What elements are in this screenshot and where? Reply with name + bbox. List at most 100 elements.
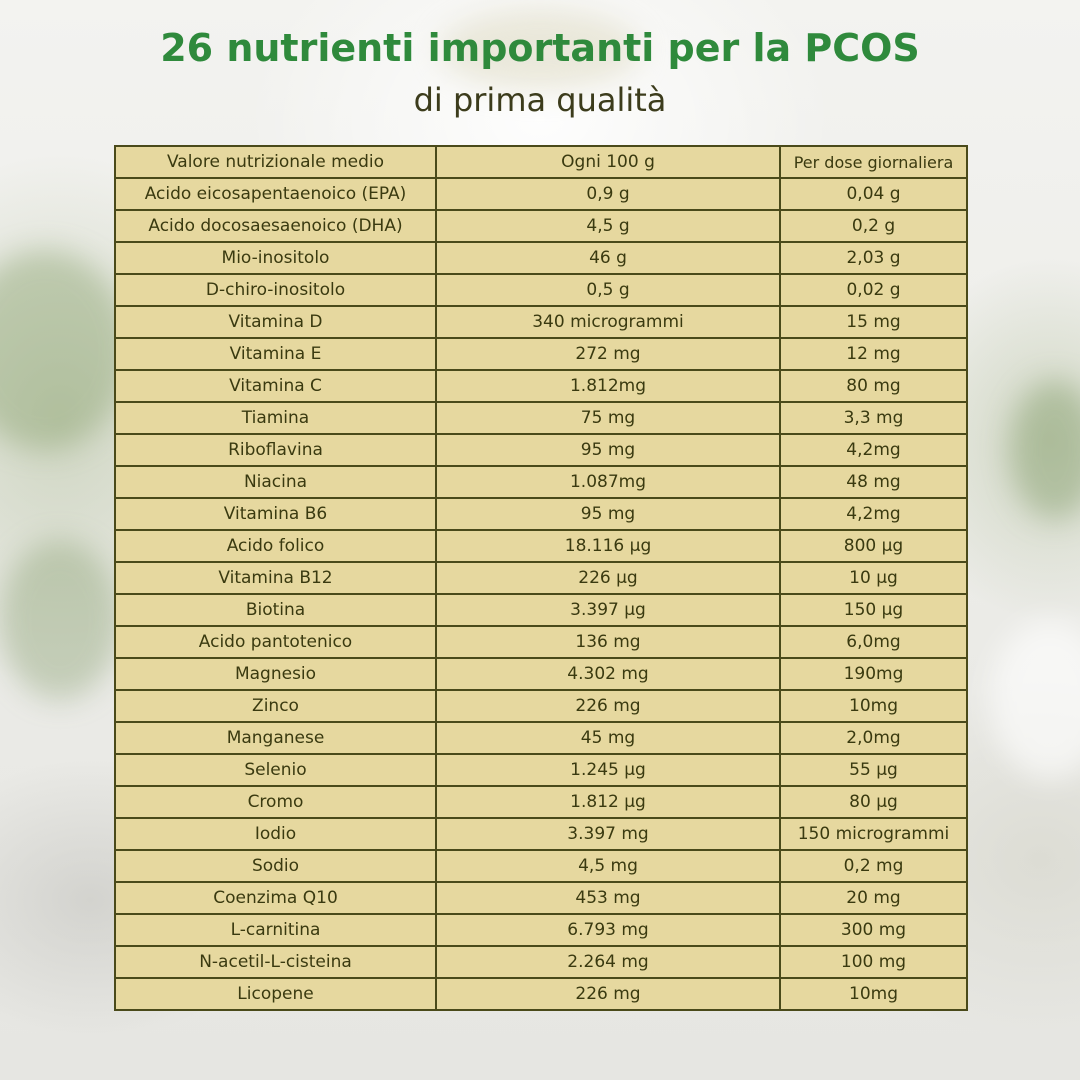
background-leaf-left-lower	[0, 540, 120, 700]
cell-per-100g: 45 mg	[435, 721, 781, 755]
cell-per-daily-dose: 10mg	[779, 689, 968, 723]
table-row: Tiamina 75 mg 3,3 mg	[114, 401, 968, 435]
header-per-daily-dose: Per dose giornaliera	[779, 145, 968, 179]
cell-per-daily-dose: 0,02 g	[779, 273, 968, 307]
cell-nutrient: Acido docosaesaenoico (DHA)	[114, 209, 437, 243]
cell-per-100g: 226 mg	[435, 689, 781, 723]
table-row: Vitamina B6 95 mg 4,2mg	[114, 497, 968, 531]
table-row: Biotina 3.397 µg 150 µg	[114, 593, 968, 627]
cell-per-daily-dose: 150 microgrammi	[779, 817, 968, 851]
cell-nutrient: Acido folico	[114, 529, 437, 563]
background-glass-top	[440, 10, 640, 90]
background-bowl-right	[990, 620, 1080, 780]
cell-per-daily-dose: 2,03 g	[779, 241, 968, 275]
nutrition-table: Valore nutrizionale medio Ogni 100 g Per…	[114, 145, 968, 1011]
cell-nutrient: D-chiro-inositolo	[114, 273, 437, 307]
table-row: Acido folico 18.116 µg 800 µg	[114, 529, 968, 563]
cell-nutrient: Vitamina D	[114, 305, 437, 339]
cell-nutrient: Iodio	[114, 817, 437, 851]
cell-per-100g: 1.245 µg	[435, 753, 781, 787]
cell-nutrient: Cromo	[114, 785, 437, 819]
cell-nutrient: Vitamina B12	[114, 561, 437, 595]
cell-per-100g: 46 g	[435, 241, 781, 275]
cell-per-daily-dose: 12 mg	[779, 337, 968, 371]
cell-per-100g: 4.302 mg	[435, 657, 781, 691]
cell-per-100g: 95 mg	[435, 497, 781, 531]
cell-per-daily-dose: 3,3 mg	[779, 401, 968, 435]
table-row: Vitamina E 272 mg 12 mg	[114, 337, 968, 371]
cell-per-100g: 4,5 g	[435, 209, 781, 243]
cell-nutrient: Acido eicosapentaenoico (EPA)	[114, 177, 437, 211]
cell-nutrient: Coenzima Q10	[114, 881, 437, 915]
table-row: Cromo 1.812 µg 80 µg	[114, 785, 968, 819]
cell-per-100g: 0,9 g	[435, 177, 781, 211]
cell-per-100g: 3.397 mg	[435, 817, 781, 851]
cell-per-100g: 2.264 mg	[435, 945, 781, 979]
cell-per-daily-dose: 4,2mg	[779, 497, 968, 531]
table-row: Zinco 226 mg 10mg	[114, 689, 968, 723]
page-title: 26 nutrienti importanti per la PCOS	[160, 26, 920, 70]
cell-nutrient: Mio-inositolo	[114, 241, 437, 275]
cell-nutrient: Sodio	[114, 849, 437, 883]
cell-per-daily-dose: 80 mg	[779, 369, 968, 403]
cell-per-100g: 136 mg	[435, 625, 781, 659]
cell-per-100g: 272 mg	[435, 337, 781, 371]
cell-per-100g: 4,5 mg	[435, 849, 781, 883]
table-row: Manganese 45 mg 2,0mg	[114, 721, 968, 755]
table-header-row: Valore nutrizionale medio Ogni 100 g Per…	[114, 145, 968, 179]
table-row: Vitamina C 1.812mg 80 mg	[114, 369, 968, 403]
table-row: Niacina 1.087mg 48 mg	[114, 465, 968, 499]
table-row: Coenzima Q10 453 mg 20 mg	[114, 881, 968, 915]
table-row: D-chiro-inositolo 0,5 g 0,02 g	[114, 273, 968, 307]
cell-per-daily-dose: 20 mg	[779, 881, 968, 915]
cell-per-100g: 18.116 µg	[435, 529, 781, 563]
cell-per-daily-dose: 48 mg	[779, 465, 968, 499]
cell-per-100g: 453 mg	[435, 881, 781, 915]
background-leaf-left	[0, 250, 130, 450]
cell-per-daily-dose: 0,2 mg	[779, 849, 968, 883]
cell-per-100g: 226 µg	[435, 561, 781, 595]
cell-nutrient: Licopene	[114, 977, 437, 1011]
cell-per-daily-dose: 55 µg	[779, 753, 968, 787]
table-row: Acido eicosapentaenoico (EPA) 0,9 g 0,04 g	[114, 177, 968, 211]
cell-per-daily-dose: 15 mg	[779, 305, 968, 339]
cell-per-100g: 226 mg	[435, 977, 781, 1011]
cell-nutrient: L-carnitina	[114, 913, 437, 947]
table-row: Acido docosaesaenoico (DHA) 4,5 g 0,2 g	[114, 209, 968, 243]
table-row: Selenio 1.245 µg 55 µg	[114, 753, 968, 787]
cell-nutrient: Biotina	[114, 593, 437, 627]
header-per-100g: Ogni 100 g	[435, 145, 781, 179]
cell-nutrient: Vitamina B6	[114, 497, 437, 531]
cell-per-daily-dose: 0,04 g	[779, 177, 968, 211]
cell-per-100g: 340 microgrammi	[435, 305, 781, 339]
cell-nutrient: Niacina	[114, 465, 437, 499]
table-row: Sodio 4,5 mg 0,2 mg	[114, 849, 968, 883]
table-row: Iodio 3.397 mg 150 microgrammi	[114, 817, 968, 851]
cell-per-daily-dose: 10 µg	[779, 561, 968, 595]
table-row: Vitamina B12 226 µg 10 µg	[114, 561, 968, 595]
cell-per-100g: 6.793 mg	[435, 913, 781, 947]
background-leaf-right	[1010, 380, 1080, 520]
cell-per-daily-dose: 80 µg	[779, 785, 968, 819]
cell-nutrient: Vitamina E	[114, 337, 437, 371]
cell-nutrient: Manganese	[114, 721, 437, 755]
page-subtitle: di prima qualità	[413, 81, 667, 119]
cell-per-100g: 0,5 g	[435, 273, 781, 307]
cell-per-100g: 1.087mg	[435, 465, 781, 499]
cell-nutrient: Vitamina C	[114, 369, 437, 403]
cell-nutrient: N-acetil-L-cisteina	[114, 945, 437, 979]
cell-nutrient: Zinco	[114, 689, 437, 723]
table-row: Acido pantotenico 136 mg 6,0mg	[114, 625, 968, 659]
cell-per-daily-dose: 300 mg	[779, 913, 968, 947]
cell-per-daily-dose: 100 mg	[779, 945, 968, 979]
cell-per-daily-dose: 6,0mg	[779, 625, 968, 659]
cell-per-daily-dose: 0,2 g	[779, 209, 968, 243]
cell-per-100g: 1.812 µg	[435, 785, 781, 819]
table-row: N-acetil-L-cisteina 2.264 mg 100 mg	[114, 945, 968, 979]
table-row: Mio-inositolo 46 g 2,03 g	[114, 241, 968, 275]
cell-nutrient: Riboflavina	[114, 433, 437, 467]
cell-per-daily-dose: 2,0mg	[779, 721, 968, 755]
cell-per-daily-dose: 150 µg	[779, 593, 968, 627]
cell-nutrient: Acido pantotenico	[114, 625, 437, 659]
cell-per-100g: 75 mg	[435, 401, 781, 435]
